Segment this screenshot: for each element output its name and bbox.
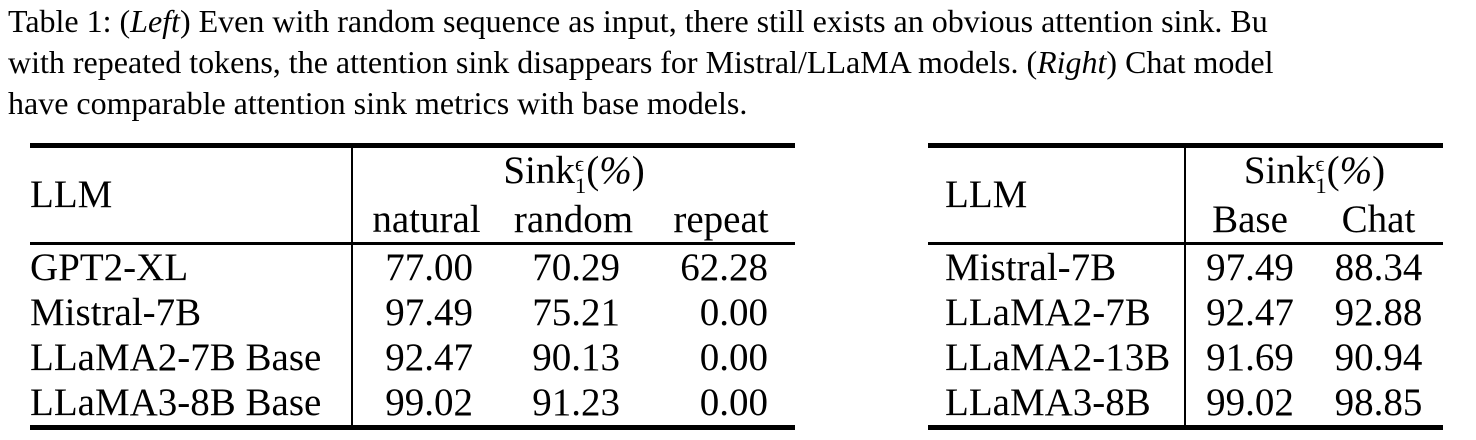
value-cell: 91.23 <box>532 380 620 424</box>
caption-line-1: Table 1: (Left) Even with random sequenc… <box>8 1 1476 42</box>
caption-text: ) Chat model <box>1106 44 1274 80</box>
value-cell: 70.29 <box>532 245 620 289</box>
left-subcol-repeat: repeat <box>647 196 796 245</box>
metric-name: Sink <box>503 149 575 192</box>
value-cell: 92.88 <box>1334 290 1423 334</box>
llm-cell: LLaMA3-8B Base <box>30 379 353 428</box>
value-cell: 92.47 <box>385 335 473 379</box>
llm-cell: LLaMA2-7B Base <box>30 334 353 380</box>
value-cell: 97.49 <box>1206 245 1294 289</box>
metric-name: Sink <box>1243 149 1316 192</box>
table-row: GPT2-XL 77.00 70.29 62.28 <box>30 243 795 290</box>
value-cell: 75.21 <box>532 290 620 334</box>
llm-cell: GPT2-XL <box>30 243 353 290</box>
table-row: Mistral-7B 97.49 88.34 <box>928 243 1443 290</box>
metric-paren: ) <box>1372 149 1386 192</box>
value-cell: 88.34 <box>1334 245 1423 289</box>
metric-paren: ( <box>1326 149 1340 192</box>
caption-line-2: with repeated tokens, the attention sink… <box>8 42 1476 83</box>
caption-text: with repeated tokens, the attention sink… <box>8 44 1038 80</box>
llm-cell: LLaMA2-13B <box>928 334 1186 380</box>
left-metric-header: Sink ϵ 1 (%) <box>352 146 795 197</box>
metric-paren: ) <box>631 149 645 192</box>
metric-superscript-epsilon: ϵ <box>574 150 585 176</box>
value-cell: 92.47 <box>1206 290 1294 334</box>
caption-line-3: have comparable attention sink metrics w… <box>8 85 748 121</box>
table-row: LLaMA2-13B 91.69 90.94 <box>928 334 1443 380</box>
llm-cell: LLaMA3-8B <box>928 379 1186 428</box>
left-subcol-natural: natural <box>352 196 500 245</box>
caption-text: ) Even with random sequence as input, th… <box>179 3 1268 39</box>
caption-italic-right: Right <box>1037 44 1107 80</box>
value-cell: 99.02 <box>1206 380 1294 424</box>
right-subcol-chat: Chat <box>1314 196 1443 245</box>
metric-paren: ( <box>586 149 600 192</box>
value-cell: 98.85 <box>1334 380 1423 424</box>
right-subcol-base: Base <box>1185 196 1314 245</box>
value-cell: 90.13 <box>532 335 620 379</box>
value-cell: 62.28 <box>680 245 769 289</box>
metric-superscript-epsilon: ϵ <box>1315 150 1325 176</box>
value-cell: 91.69 <box>1206 335 1294 379</box>
value-cell: 97.49 <box>385 290 473 334</box>
llm-cell: Mistral-7B <box>928 243 1186 290</box>
table-row: Mistral-7B 97.49 75.21 0.00 <box>30 289 795 335</box>
caption-text: Table 1: ( <box>8 3 131 39</box>
value-cell: 99.02 <box>385 380 473 424</box>
right-table: LLM Sink ϵ 1 (%) Base Chat Mistral-7B 97.49… <box>928 143 1443 430</box>
table-row: LLaMA3-8B Base 99.02 91.23 0.00 <box>30 379 795 428</box>
metric-subscript-one: 1 <box>574 173 587 199</box>
left-llm-header: LLM <box>30 145 353 245</box>
caption-italic-left: Left <box>130 3 180 39</box>
table-row: LLaMA3-8B 99.02 98.85 <box>928 379 1443 428</box>
left-table: LLM Sink ϵ 1 (%) natural random repeat GPT2… <box>30 143 796 430</box>
value-cell: 77.00 <box>385 245 473 289</box>
llm-cell: LLaMA2-7B <box>928 289 1186 335</box>
value-cell: 0.00 <box>699 290 769 334</box>
right-llm-header: LLM <box>928 145 1186 245</box>
llm-cell: Mistral-7B <box>30 289 353 335</box>
table-row: LLaMA2-7B Base 92.47 90.13 0.00 <box>30 334 795 380</box>
value-cell: 0.00 <box>699 335 769 379</box>
metric-percent: % <box>1339 149 1373 192</box>
table-caption: Table 1: (Left) Even with random sequenc… <box>8 1 1476 124</box>
metric-percent: % <box>599 149 632 192</box>
value-cell: 90.94 <box>1334 335 1423 379</box>
value-cell: 0.00 <box>699 380 769 424</box>
metric-subscript-one: 1 <box>1315 173 1327 199</box>
left-subcol-random: random <box>500 196 647 245</box>
right-metric-header: Sink ϵ 1 (%) <box>1185 146 1443 197</box>
table-row: LLaMA2-7B 92.47 92.88 <box>928 289 1443 335</box>
